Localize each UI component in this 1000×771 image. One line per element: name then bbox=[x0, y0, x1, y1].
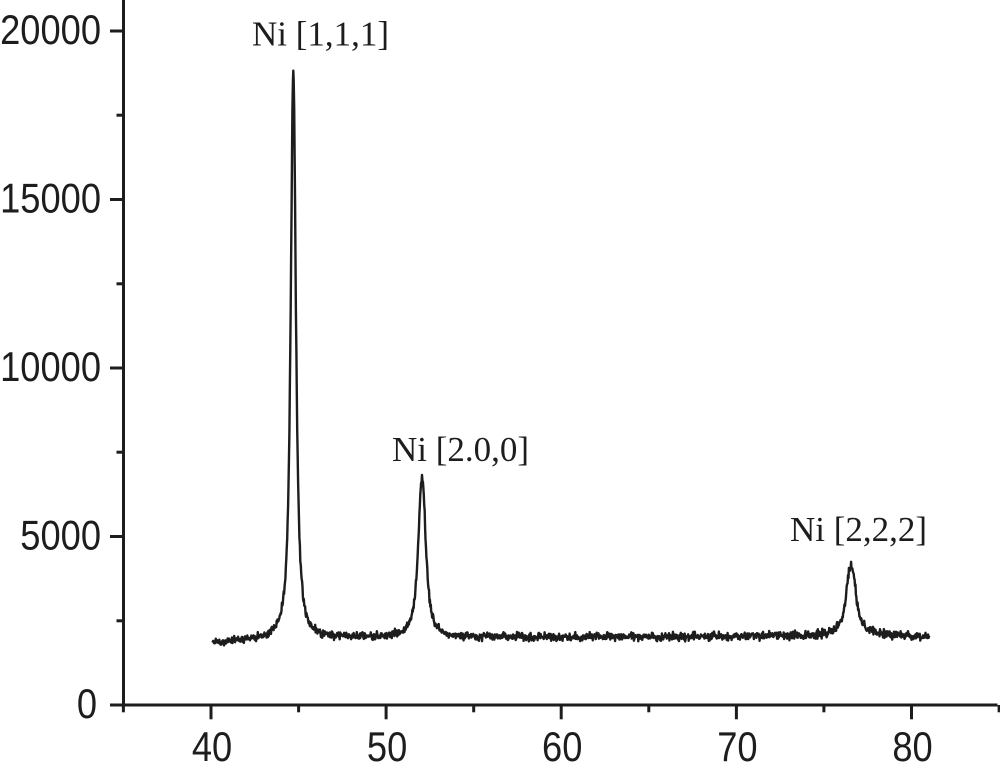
svg-text:40: 40 bbox=[192, 724, 232, 771]
svg-text:10000: 10000 bbox=[0, 343, 101, 390]
svg-text:Ni [1,1,1]: Ni [1,1,1] bbox=[252, 15, 389, 54]
svg-text:15000: 15000 bbox=[0, 175, 101, 222]
svg-text:Ni [2,2,2]: Ni [2,2,2] bbox=[790, 510, 927, 549]
svg-text:5000: 5000 bbox=[20, 512, 101, 559]
svg-text:50: 50 bbox=[367, 724, 407, 771]
svg-text:80: 80 bbox=[892, 724, 932, 771]
svg-text:60: 60 bbox=[542, 724, 582, 771]
svg-text:Ni [2.0,0]: Ni [2.0,0] bbox=[392, 430, 529, 469]
svg-text:20000: 20000 bbox=[0, 6, 101, 53]
svg-text:0: 0 bbox=[77, 680, 97, 727]
svg-text:70: 70 bbox=[717, 724, 757, 771]
